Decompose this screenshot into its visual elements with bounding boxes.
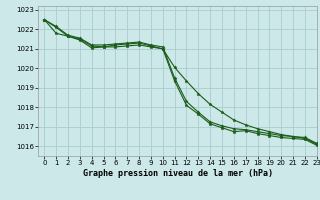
X-axis label: Graphe pression niveau de la mer (hPa): Graphe pression niveau de la mer (hPa)	[83, 169, 273, 178]
